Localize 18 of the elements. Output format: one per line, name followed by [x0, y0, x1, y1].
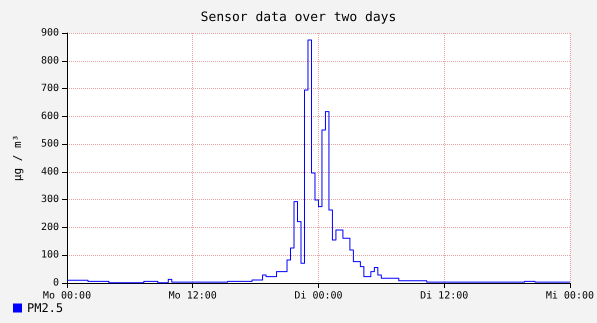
x-tick-label: Mo 00:00 — [42, 290, 92, 302]
y-tick-label: 500 — [40, 138, 59, 150]
y-tick-label: 700 — [40, 83, 59, 94]
x-tick-label: Mi 00:00 — [546, 290, 594, 302]
y-tick-label: 300 — [40, 194, 59, 206]
y-axis-title: µg / m³ — [11, 134, 24, 182]
legend-label: PM2.5 — [27, 301, 64, 315]
y-tick-label: 800 — [40, 55, 59, 66]
y-tick-label: 0 — [52, 278, 59, 288]
chart-title: Sensor data over two days — [200, 10, 396, 25]
x-tick-label: Di 00:00 — [294, 290, 343, 302]
y-tick-label: 100 — [40, 250, 59, 261]
x-tick-label: Mo 12:00 — [168, 290, 217, 302]
y-tick-label: 200 — [40, 222, 59, 233]
x-tick-label: Di 12:00 — [420, 290, 468, 302]
y-tick-label: 400 — [40, 166, 59, 178]
y-tick-label: 600 — [40, 110, 59, 122]
y-tick-label: 900 — [40, 28, 59, 38]
